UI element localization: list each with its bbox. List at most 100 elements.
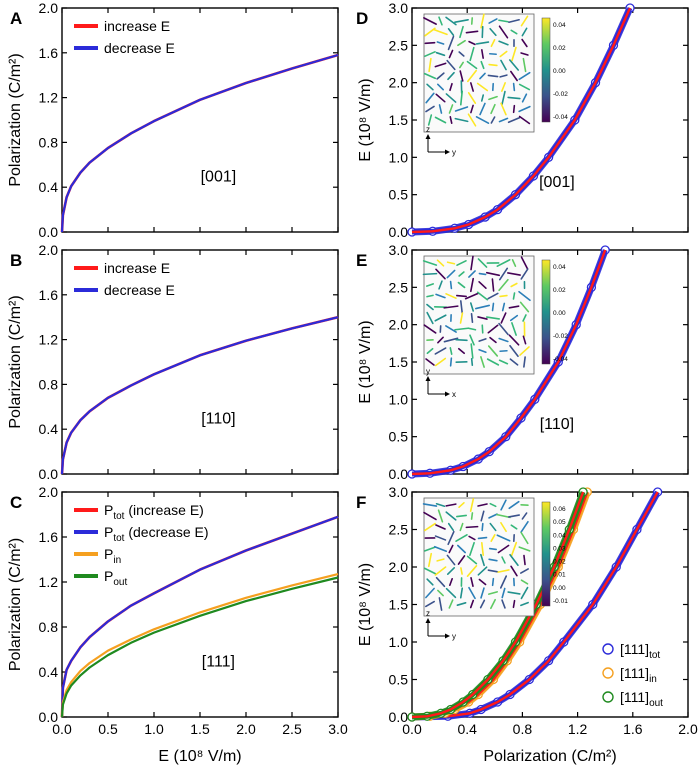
inset-vector	[498, 267, 509, 281]
inset-vector	[448, 104, 454, 114]
inset-vector	[435, 524, 446, 530]
inset-vector	[449, 82, 453, 92]
panel-D: D 0.0 0.5 1.0 1.5 2.0 2.5 3.0 E (10⁸ V/m) [001] 0.…	[356, 0, 689, 240]
inset-vector	[448, 49, 454, 59]
inset-vector	[454, 117, 469, 123]
inset-vector	[510, 524, 518, 530]
inset-vector	[488, 95, 498, 101]
inset-vector	[459, 312, 464, 324]
y-axis-label: E (10⁸ V/m)	[357, 563, 374, 646]
inset-vector	[480, 94, 485, 102]
legend-label: increase E	[104, 18, 170, 34]
inset-vector	[497, 569, 510, 573]
inset-vector	[501, 599, 506, 609]
inset-vector	[481, 49, 484, 59]
inset-vector	[470, 104, 474, 114]
inset-vector	[423, 567, 437, 575]
inset-vector	[423, 324, 437, 334]
inset-vector	[466, 60, 478, 70]
inset-vector	[469, 498, 475, 512]
inset-vector	[520, 15, 529, 27]
inset-vector	[469, 277, 475, 293]
y-tick-label: 2.0	[39, 484, 59, 500]
inset-vector	[447, 27, 455, 37]
inset-vector	[422, 272, 438, 276]
inset-colorbar-tick: 0.05	[553, 519, 566, 526]
inset-vector	[507, 116, 521, 124]
inset-vector	[445, 16, 457, 26]
inset-vector-map: 0.04 0.02 0.00 -0.02 -0.04 y x	[422, 255, 568, 399]
y-tick-label: 0.0	[39, 709, 59, 725]
inset-vector	[500, 312, 507, 324]
panel-C: C 0.0 0.4 0.8 1.2 1.6 2.0 0.0 0.5 1.0 1.5 2.0 2.5 3.0…	[7, 484, 348, 765]
inset-vector	[437, 589, 444, 597]
inset-vector	[446, 554, 456, 566]
inset-vector	[508, 500, 520, 510]
y-tick-label: 0.4	[39, 664, 59, 680]
inset-vector	[434, 314, 447, 322]
legend-label: Ptot (decrease E)	[104, 524, 209, 544]
y-tick-label: 0.4	[39, 179, 59, 195]
inset-colorbar	[541, 259, 551, 365]
inset-vector	[499, 294, 508, 298]
legend-label: [111]in	[620, 665, 657, 685]
inset-vector	[427, 114, 433, 126]
inset-vector	[479, 102, 486, 116]
inset-vector	[476, 82, 489, 92]
inset-vector	[424, 51, 436, 57]
inset-colorbar-tick: -0.02	[553, 333, 568, 340]
inset-vector	[457, 347, 466, 355]
inset-vector	[507, 272, 521, 276]
y-axis-label: Polarization (C/m²)	[7, 295, 24, 428]
legend-label: [111]out	[620, 689, 663, 709]
y-tick-label: 1.6	[39, 529, 59, 545]
inset-vector	[423, 511, 437, 521]
inset-colorbar-tick: -0.04	[553, 356, 568, 363]
x-tick-label: 1.2	[568, 721, 588, 737]
inset-vector	[491, 278, 495, 292]
x-tick-label: 0.0	[52, 721, 72, 737]
panel-E: E 0.0 0.5 1.0 1.5 2.0 2.5 3.0 E (10⁸ V/m) [110] 0.…	[356, 242, 689, 482]
inset-vector	[434, 357, 447, 367]
inset-vector	[478, 348, 487, 354]
arrow-right-icon	[445, 633, 450, 639]
series-inner-trace	[411, 491, 585, 719]
inset-vector	[425, 105, 435, 113]
inset-axis-label-vertical: z	[426, 609, 430, 618]
inset-vector	[423, 72, 437, 80]
inset-vector	[426, 347, 434, 355]
inset-vector	[489, 502, 497, 508]
inset-vector	[426, 294, 434, 298]
legend-label: Ptot (increase E)	[104, 502, 204, 522]
legend-label: decrease E	[104, 40, 175, 56]
inset-vector	[443, 305, 459, 309]
inset-vector	[434, 116, 447, 124]
inset-vector	[458, 51, 465, 57]
inset-vector	[478, 338, 487, 342]
series-line	[411, 249, 607, 475]
inset-vector	[424, 522, 436, 532]
inset-vector	[510, 282, 518, 288]
inset-vector	[480, 356, 485, 368]
inset-vector	[436, 259, 445, 267]
inset-vector	[470, 343, 474, 359]
panel-F: F 0.0 0.5 1.0 1.5 2.0 2.5 3.0 0.0 0.4 0.8 1.2 1.6 2.0…	[356, 484, 698, 765]
inset-vector	[425, 600, 435, 608]
y-tick-label: 1.5	[389, 354, 409, 370]
inset-vector	[428, 57, 432, 73]
inset-vector	[498, 40, 509, 46]
series-line	[411, 7, 631, 233]
inset-vector	[477, 566, 488, 576]
inset-vector	[522, 335, 527, 345]
inset-vector	[511, 258, 517, 268]
inset-vector	[498, 278, 509, 292]
inset-vector	[449, 280, 453, 290]
inset-vector	[423, 17, 437, 25]
y-tick-label: 2.0	[389, 559, 409, 575]
y-axis-label: E (10⁸ V/m)	[357, 320, 374, 403]
inset-vector	[520, 531, 529, 545]
y-tick-label: 1.6	[39, 45, 59, 61]
inset-vector	[455, 338, 468, 342]
inset-colorbar-tick: 0.02	[553, 45, 566, 52]
